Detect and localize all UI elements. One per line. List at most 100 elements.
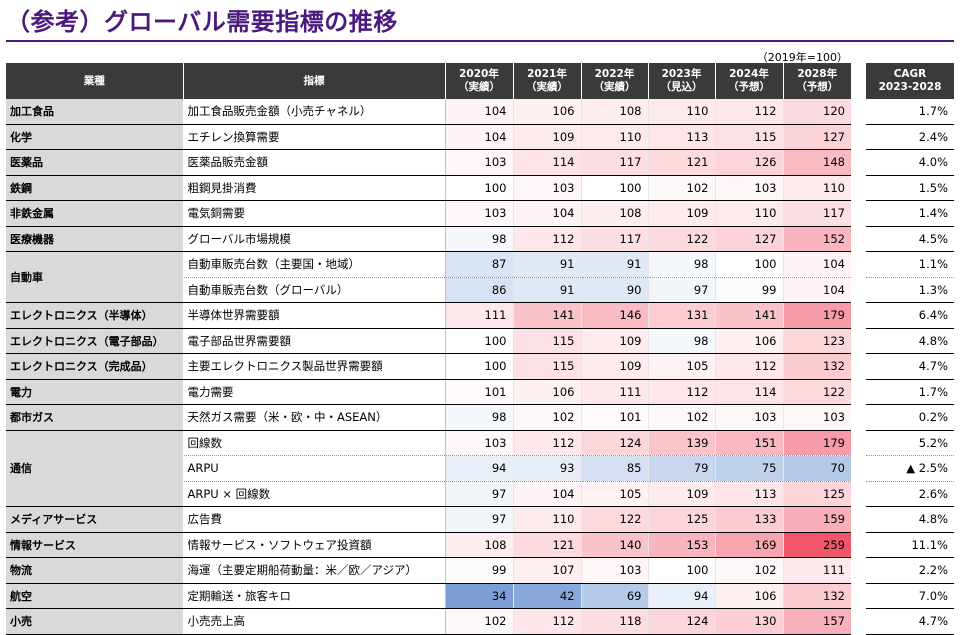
indicator-cell: 情報サービス・ソフトウェア投資額 xyxy=(183,532,446,558)
value-cell: 117 xyxy=(782,200,851,227)
value-cell: 132 xyxy=(782,583,851,609)
value-cell: 115 xyxy=(512,328,581,354)
value-cell: 120 xyxy=(782,99,851,125)
value-cell: 102 xyxy=(647,404,715,431)
value-cell: 125 xyxy=(782,481,851,507)
value-cell: 114 xyxy=(714,379,783,405)
indicator-cell: 電子部品世界需要額 xyxy=(183,328,446,354)
cagr-row: 1.5% xyxy=(866,175,954,201)
value-cell: 124 xyxy=(580,430,648,456)
cagr-cell: 7.0% xyxy=(866,583,954,609)
value-cell: 100 xyxy=(444,175,513,201)
indicator-cell: 医薬品販売金額 xyxy=(183,149,446,176)
cagr-cell: 4.8% xyxy=(866,506,954,533)
value-cell: 133 xyxy=(714,506,783,533)
value-cell: 132 xyxy=(782,353,851,380)
value-cell: 157 xyxy=(782,608,851,635)
index-base-note: （2019年=100） xyxy=(756,51,848,64)
value-cell: 259 xyxy=(782,532,851,558)
header-year: 2022年 （実績） xyxy=(580,63,648,99)
indicator-cell: 加工食品販売金額（小売チャネル） xyxy=(183,99,446,125)
value-cell: 112 xyxy=(512,226,581,252)
indicator-cell: 電力需要 xyxy=(183,379,446,405)
cagr-row: 4.8% xyxy=(866,328,954,354)
cagr-cell: 4.0% xyxy=(866,149,954,176)
value-cell: 107 xyxy=(512,557,581,584)
cagr-row: 4.0% xyxy=(866,149,954,176)
cagr-cell: 4.7% xyxy=(866,608,954,635)
cagr-row: 1.4% xyxy=(866,200,954,227)
cagr-row: 1.7% xyxy=(866,99,954,125)
cagr-cell: 6.4% xyxy=(866,302,954,329)
value-cell: 100 xyxy=(647,557,715,584)
header-year: 2028年 （予想） xyxy=(782,63,851,99)
industry-cell: 非鉄金属 xyxy=(6,200,184,227)
cagr-row: 4.7% xyxy=(866,608,954,635)
value-cell: 103 xyxy=(714,175,783,201)
value-cell: 97 xyxy=(647,277,715,303)
cagr-row: 0.2% xyxy=(866,404,954,431)
value-cell: 111 xyxy=(580,379,648,405)
value-cell: 79 xyxy=(647,455,715,482)
value-cell: 139 xyxy=(647,430,715,456)
cagr-row: 2.2% xyxy=(866,557,954,584)
value-cell: 179 xyxy=(782,302,851,329)
value-cell: 97 xyxy=(444,481,513,507)
table-row: 鉄鋼 粗鋼見掛消費 100 103 100 102 103 110 xyxy=(6,175,851,201)
value-cell: 42 xyxy=(512,583,581,609)
indicator-cell: 天然ガス需要（米・欧・中・ASEAN） xyxy=(183,404,446,431)
value-cell: 99 xyxy=(444,557,513,584)
value-cell: 100 xyxy=(444,353,513,380)
value-cell: 114 xyxy=(512,149,581,176)
value-cell: 103 xyxy=(512,175,581,201)
value-cell: 103 xyxy=(444,200,513,227)
value-cell: 169 xyxy=(714,532,783,558)
cagr-row: 1.1% xyxy=(866,251,954,278)
indicator-cell: 小売売上高 xyxy=(183,608,446,635)
value-cell: 113 xyxy=(647,124,715,150)
value-cell: 105 xyxy=(647,353,715,380)
value-cell: 87 xyxy=(444,251,513,278)
value-cell: 91 xyxy=(580,251,648,278)
value-cell: 106 xyxy=(512,379,581,405)
value-cell: 105 xyxy=(580,481,648,507)
header-industry: 業種 xyxy=(6,63,183,99)
table-row: 情報サービス 情報サービス・ソフトウェア投資額 108 121 140 153 169 259 xyxy=(6,532,851,558)
value-cell: 122 xyxy=(782,379,851,405)
header-row: 業種 指標 2020年 （実績） 2021年 （実績） 2022年 （実績） 2… xyxy=(6,63,851,99)
cagr-cell: 4.7% xyxy=(866,353,954,380)
cagr-cell: 1.3% xyxy=(866,277,954,303)
value-cell: 112 xyxy=(512,608,581,635)
value-cell: 110 xyxy=(714,200,783,227)
indicator-cell: 半導体世界需要額 xyxy=(183,302,446,329)
cagr-cell: 4.8% xyxy=(866,328,954,354)
industry-cell: 小売 xyxy=(6,608,184,635)
value-cell: 109 xyxy=(647,481,715,507)
value-cell: 102 xyxy=(647,175,715,201)
table-row: エレクトロニクス（完成品） 主要エレクトロニクス製品世界需要額 100 115 109 1… xyxy=(6,353,851,380)
value-cell: 104 xyxy=(444,99,513,125)
value-cell: 103 xyxy=(580,557,648,584)
indicator-cell: 回線数 xyxy=(183,430,446,456)
demand-indicator-table: 業種 指標 2020年 （実績） 2021年 （実績） 2022年 （実績） 2… xyxy=(6,63,851,635)
value-cell: 179 xyxy=(782,430,851,456)
value-cell: 115 xyxy=(714,124,783,150)
value-cell: 75 xyxy=(714,455,783,482)
table-row: 通信 回線数 103 112 124 139 151 179 xyxy=(6,430,851,507)
table-row: ARPU × 回線数 97 104 105 109 113 125 xyxy=(6,481,851,507)
cagr-cell: 1.5% xyxy=(866,175,954,201)
industry-cell: 加工食品 xyxy=(6,99,184,125)
value-cell: 91 xyxy=(512,277,581,303)
value-cell: 108 xyxy=(580,99,648,125)
value-cell: 110 xyxy=(782,175,851,201)
value-cell: 108 xyxy=(580,200,648,227)
value-cell: 98 xyxy=(647,328,715,354)
cagr-row: 2.4% xyxy=(866,124,954,150)
industry-cell: 航空 xyxy=(6,583,184,609)
value-cell: 102 xyxy=(512,404,581,431)
value-cell: 159 xyxy=(782,506,851,533)
industry-cell: メディアサービス xyxy=(6,506,184,533)
cagr-row: 2.6% xyxy=(866,481,954,507)
table-row: 小売 小売売上高 102 112 118 124 130 157 xyxy=(6,608,851,635)
indicator-cell: 広告費 xyxy=(183,506,446,533)
